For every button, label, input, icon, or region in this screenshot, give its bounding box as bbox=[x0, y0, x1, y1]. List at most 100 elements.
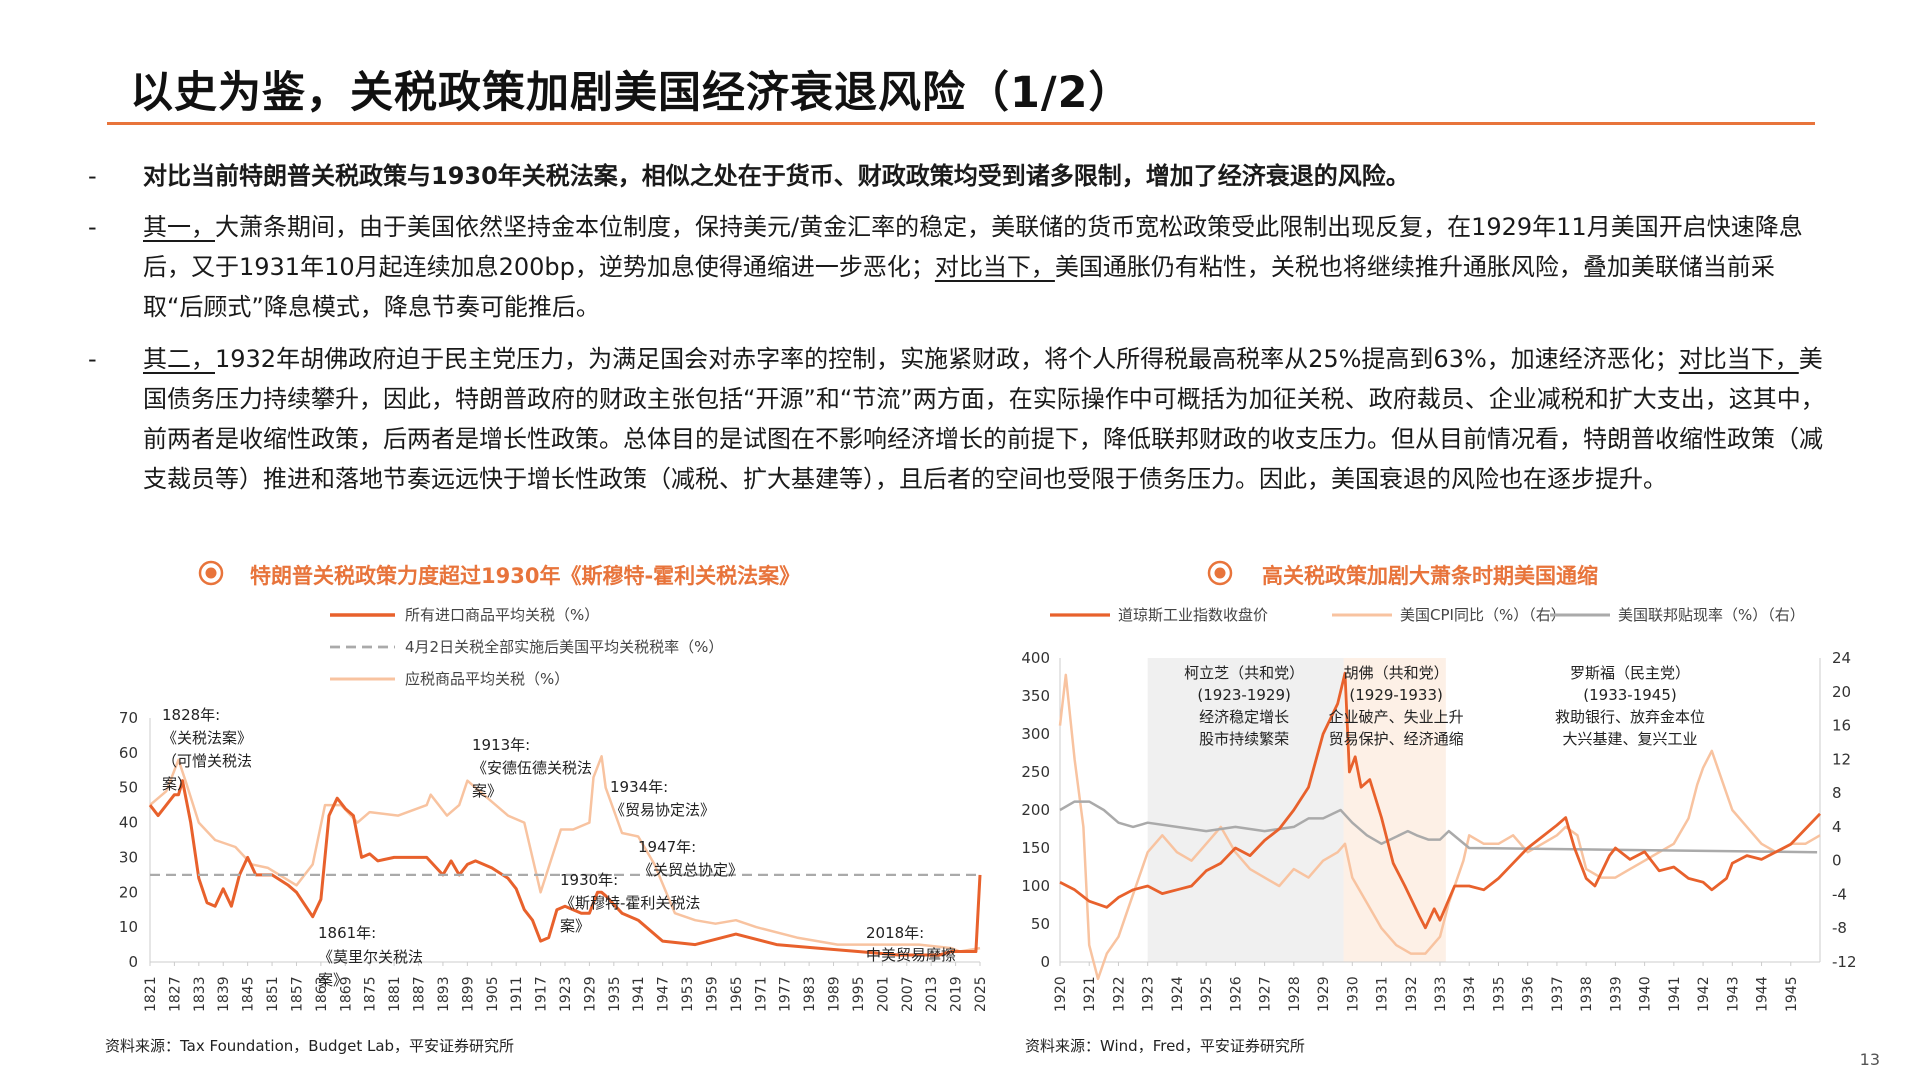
x-tick-label: 1929 bbox=[582, 976, 598, 1012]
annotation-text: 案》 bbox=[318, 971, 348, 989]
x-tick-label: 1936 bbox=[1521, 976, 1537, 1012]
point-two-label: 其二， bbox=[143, 345, 215, 373]
annotation-text: 案》 bbox=[560, 917, 590, 935]
x-tick-label: 1940 bbox=[1638, 976, 1654, 1012]
x-tick-label: 1945 bbox=[1784, 976, 1800, 1012]
x-tick-label: 1875 bbox=[363, 976, 379, 1012]
title-divider bbox=[107, 122, 1815, 125]
annotation-text: 案） bbox=[162, 775, 192, 793]
x-tick-label: 2007 bbox=[900, 976, 916, 1012]
x-tick-label: 1930 bbox=[1345, 976, 1361, 1012]
annotation-text: 《莫里尔关税法 bbox=[318, 948, 423, 966]
x-tick-label: 1941 bbox=[1667, 976, 1683, 1012]
x-tick-label: 1881 bbox=[387, 976, 403, 1012]
president-annotation-text: 股市持续繁荣 bbox=[1199, 730, 1289, 748]
president-annotation-text: 大兴基建、复兴工业 bbox=[1562, 730, 1697, 748]
x-tick-label: 1921 bbox=[1082, 976, 1098, 1012]
tariff-chart: 0 10 20 30 40 50 60 70 1821 1827 1833 1839 1845 1851 1… bbox=[119, 606, 989, 1012]
y-right-tick-label: 0 bbox=[1832, 852, 1842, 870]
legend-label: 所有进口商品平均关税（%） bbox=[405, 606, 599, 624]
x-tick-label: 1939 bbox=[1608, 976, 1624, 1012]
y-tick-label: 20 bbox=[119, 883, 138, 901]
x-tick-label: 1920 bbox=[1053, 976, 1069, 1012]
x-tick-label: 1942 bbox=[1696, 976, 1712, 1012]
x-tick-label: 1937 bbox=[1550, 976, 1566, 1012]
x-tick-label: 1839 bbox=[216, 976, 232, 1012]
annotation-text: （可憎关税法 bbox=[162, 752, 252, 770]
point-one-compare-body: 美国通胀仍有粘性，关税也将继续推升通胀风险，叠加美联储当前采取“后顾式”降息模式… bbox=[143, 253, 1775, 321]
x-tick-label: 1887 bbox=[412, 976, 428, 1012]
annotation-text: 《安德伍德关税法 bbox=[472, 759, 592, 777]
legend-label: 应税商品平均关税（%） bbox=[405, 670, 569, 688]
x-tick-label: 1931 bbox=[1375, 976, 1391, 1012]
annotation-year: 2018年: bbox=[866, 924, 924, 942]
x-tick-label: 1922 bbox=[1111, 976, 1127, 1012]
y-left-tick-label: 50 bbox=[1031, 915, 1050, 933]
x-tick-label: 1833 bbox=[192, 976, 208, 1012]
x-tick-label: 2001 bbox=[875, 976, 891, 1012]
x-tick-label: 1935 bbox=[607, 976, 623, 1012]
page-number: 13 bbox=[1859, 1050, 1880, 1069]
x-tick-label: 1869 bbox=[338, 976, 354, 1012]
bullet-point-one-text: 其一，大萧条期间，由于美国依然坚持金本位制度，保持美元/黄金汇率的稳定，美联储的… bbox=[143, 207, 1828, 327]
y-tick-label: 60 bbox=[119, 744, 138, 762]
y-left-tick-label: 250 bbox=[1021, 763, 1050, 781]
point-one-compare-label: 对比当下， bbox=[934, 253, 1055, 281]
legend-label: 美国联邦贴现率（%）（右） bbox=[1618, 606, 1805, 624]
x-tick-label: 1911 bbox=[509, 976, 525, 1012]
target-icon bbox=[198, 560, 224, 586]
y-right-tick-label: 20 bbox=[1832, 683, 1851, 701]
dow-cpi-chart: 0 50 100 150 200 250 300 350 400 -12 -8 -4 0 4 8 12 16 20… bbox=[1021, 606, 1857, 1012]
annotation-text: 《斯穆特-霍利关税法 bbox=[560, 894, 700, 912]
page-title: 以史为鉴，关税政策加剧美国经济衰退风险（1/2） bbox=[130, 68, 1133, 118]
x-tick-label: 1863 bbox=[314, 976, 330, 1012]
x-tick-label: 1944 bbox=[1755, 976, 1771, 1012]
bullet-dash: - bbox=[88, 162, 97, 190]
x-tick-label: 2025 bbox=[973, 976, 989, 1012]
x-tick-label: 2019 bbox=[949, 976, 965, 1012]
x-tick-label: 1977 bbox=[778, 976, 794, 1012]
x-tick-label: 1983 bbox=[802, 976, 818, 1012]
x-tick-label: 1927 bbox=[1258, 976, 1274, 1012]
y-right-tick-label: -12 bbox=[1832, 953, 1857, 971]
right-chart-title: 高关税政策加剧大萧条时期美国通缩 bbox=[1262, 564, 1598, 588]
y-left-tick-label: 300 bbox=[1021, 725, 1050, 743]
y-right-tick-label: 24 bbox=[1832, 649, 1851, 667]
legend-label: 道琼斯工业指数收盘价 bbox=[1118, 606, 1268, 624]
y-left-tick-label: 350 bbox=[1021, 687, 1050, 705]
y-right-tick-label: 4 bbox=[1832, 818, 1842, 836]
x-tick-label: 1923 bbox=[1141, 976, 1157, 1012]
annotation-year: 1861年: bbox=[318, 924, 376, 942]
president-annotation-text: 胡佛（共和党） bbox=[1344, 664, 1449, 682]
president-annotation-text: (1933-1945) bbox=[1583, 686, 1676, 704]
annotation-text: 《关税法案》 bbox=[162, 729, 252, 747]
x-tick-label: 1989 bbox=[827, 976, 843, 1012]
annotation-text: 中美贸易摩擦 bbox=[866, 946, 956, 964]
x-tick-label: 1932 bbox=[1404, 976, 1420, 1012]
annotation-text: 《贸易协定法》 bbox=[610, 801, 715, 819]
y-tick-label: 50 bbox=[119, 779, 138, 797]
x-tick-label: 1926 bbox=[1228, 976, 1244, 1012]
x-tick-label: 1917 bbox=[534, 976, 550, 1012]
summary-text: 对比当前特朗普关税政策与1930年关税法案，相似之处在于货币、财政政策均受到诸多… bbox=[143, 162, 1410, 190]
y-left-tick-label: 100 bbox=[1021, 877, 1050, 895]
president-annotation-text: 罗斯福（民主党） bbox=[1570, 664, 1690, 682]
president-annotation-text: 柯立芝（共和党） bbox=[1184, 664, 1304, 682]
x-tick-label: 1857 bbox=[289, 976, 305, 1012]
x-tick-label: 1941 bbox=[631, 976, 647, 1012]
bullet-summary: - 对比当前特朗普关税政策与1930年关税法案，相似之处在于货币、财政政策均受到… bbox=[88, 156, 1828, 196]
y-left-tick-label: 150 bbox=[1021, 839, 1050, 857]
x-tick-label: 1959 bbox=[704, 976, 720, 1012]
x-tick-label: 1924 bbox=[1170, 976, 1186, 1012]
x-tick-label: 1929 bbox=[1316, 976, 1332, 1012]
target-icon bbox=[1207, 560, 1233, 586]
x-tick-label: 1905 bbox=[485, 976, 501, 1012]
series-line-0 bbox=[148, 779, 982, 957]
bullet-point-one: - 其一，大萧条期间，由于美国依然坚持金本位制度，保持美元/黄金汇率的稳定，美联… bbox=[88, 207, 1828, 327]
bullet-dash: - bbox=[88, 213, 97, 241]
x-tick-label: 1821 bbox=[143, 976, 159, 1012]
y-right-tick-label: -8 bbox=[1832, 919, 1847, 937]
y-right-tick-label: 16 bbox=[1832, 717, 1851, 735]
president-annotation-text: 救助银行、放弃金本位 bbox=[1555, 708, 1705, 726]
point-two-body: 1932年胡佛政府迫于民主党压力，为满足国会对赤字率的控制，实施紧财政，将个人所… bbox=[215, 345, 1679, 373]
